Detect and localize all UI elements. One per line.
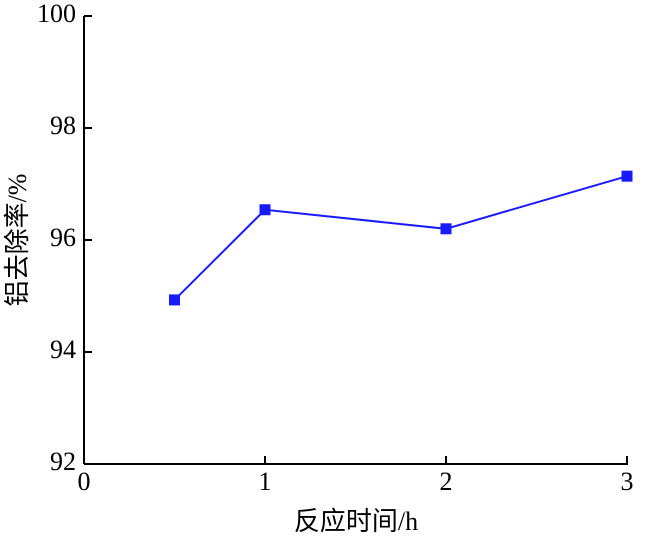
y-tick-label: 92 xyxy=(50,447,76,476)
x-axis-label: 反应时间/h xyxy=(294,507,418,536)
data-line xyxy=(173,175,628,301)
data-point xyxy=(440,223,452,235)
y-tick-label: 96 xyxy=(50,223,76,252)
data-point xyxy=(621,170,633,182)
data-point xyxy=(169,294,180,306)
y-axis-label: 铝去除率/% xyxy=(3,174,32,307)
x-tick-label: 0 xyxy=(78,467,91,496)
data-point xyxy=(259,204,271,216)
x-tick-label: 2 xyxy=(440,467,453,496)
x-tick-label: 1 xyxy=(259,467,272,496)
x-tick-label: 3 xyxy=(621,467,634,496)
y-tick-label: 94 xyxy=(50,335,76,364)
y-tick-label: 98 xyxy=(50,111,76,140)
y-tick-label: 100 xyxy=(37,0,76,28)
